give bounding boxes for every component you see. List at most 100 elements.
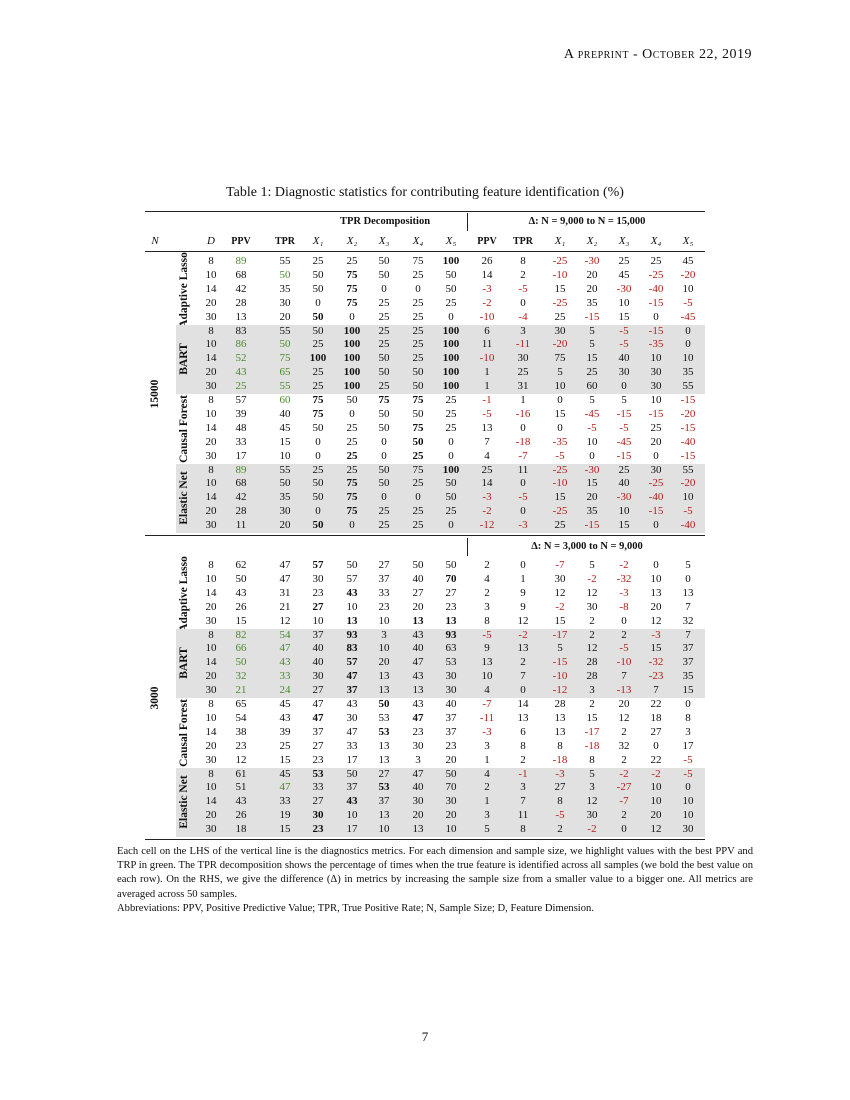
table-cell: -3 (482, 725, 492, 738)
table-cell: -30 (584, 463, 600, 476)
table-cell: 20 (412, 600, 424, 613)
table-cell: 15 (554, 614, 566, 627)
table-cell: 27 (312, 600, 324, 613)
table-cell: 100 (442, 380, 460, 393)
table-cell: -17 (584, 725, 600, 738)
table-cell: 57 (312, 559, 324, 571)
table-cell: -18 (515, 435, 531, 448)
table-cell: 10 (205, 407, 217, 420)
table-cell: 27 (378, 767, 390, 780)
table-cell: 4 (484, 572, 490, 585)
table-cell: -3 (482, 282, 492, 295)
table-cell: 50 (412, 366, 424, 379)
table-caption: Table 1: Diagnostic statistics for contr… (226, 185, 624, 200)
table-cell: 50 (346, 767, 358, 780)
table-cell: 0 (653, 519, 659, 532)
table-cell: 8 (208, 559, 214, 571)
table-cell: 3 (381, 628, 387, 641)
table-cell: 10 (279, 449, 291, 462)
table-cell: 25 (312, 366, 324, 379)
table-cell: -16 (515, 407, 531, 420)
table-cell: -25 (552, 296, 568, 309)
table-cell: 5 (589, 338, 595, 351)
table-cell: 50 (445, 491, 457, 504)
table-cell: 20 (205, 739, 217, 752)
table-cell: 43 (346, 795, 358, 808)
table-cell: 82 (235, 628, 247, 641)
table-cell: 7 (621, 670, 627, 683)
table-cell: 10 (445, 823, 457, 836)
table-cell: 63 (445, 642, 457, 655)
column-header: PPV (477, 236, 497, 247)
table-cell: 40 (412, 781, 424, 794)
table-cell: 8 (520, 255, 526, 267)
table-cell: 65 (235, 698, 247, 710)
table-cell: 20 (205, 366, 217, 379)
column-header: TPR (513, 236, 533, 247)
table-cell: 35 (586, 505, 598, 518)
table-cell: 50 (235, 572, 247, 585)
table-cell: 27 (312, 795, 324, 808)
table-cell: -12 (479, 519, 495, 532)
table-cell: 20 (378, 656, 390, 669)
table-cell: 50 (378, 352, 390, 365)
table-cell: 10 (682, 809, 694, 822)
table-cell: 21 (235, 684, 247, 697)
table-cell: 50 (445, 268, 457, 281)
table-cell: 10 (205, 711, 217, 724)
table-cell: 8 (208, 628, 214, 641)
table-cell: 23 (445, 739, 457, 752)
table-cell: 19 (279, 809, 291, 822)
table-cell: 11 (517, 463, 529, 476)
table-cell: 25 (618, 463, 630, 476)
table-cell: -20 (552, 338, 568, 351)
table-cell: 11 (517, 809, 529, 822)
table-cell: 40 (412, 642, 424, 655)
table-cell: 25 (412, 352, 424, 365)
table-cell: -30 (584, 255, 600, 267)
table-cell: 0 (520, 477, 526, 490)
table-cell: -7 (555, 559, 565, 571)
table-cell: 7 (520, 670, 526, 683)
table-cell: -15 (648, 407, 664, 420)
table-cell: -40 (648, 491, 664, 504)
table-cell: 42 (235, 491, 247, 504)
table-cell: 25 (279, 739, 291, 752)
column-header: X₁ (554, 235, 566, 247)
table-cell: 0 (349, 407, 355, 420)
table-cell: 1 (484, 366, 490, 379)
column-header: X₃ (618, 235, 630, 247)
table-cell: 18 (650, 711, 662, 724)
table-cell: 75 (346, 268, 358, 281)
table-cell: 31 (279, 586, 291, 599)
table-cell: 45 (279, 698, 291, 710)
table-cell: 25 (312, 338, 324, 351)
table-cell: 25 (312, 380, 324, 393)
method-name: Elastic Net (178, 775, 190, 829)
table-cell: 54 (235, 711, 247, 724)
rule (145, 251, 705, 252)
table-cell: -3 (518, 519, 528, 532)
table-cell: -13 (616, 684, 632, 697)
table-cell: 0 (448, 310, 454, 323)
table-cell: -5 (683, 753, 693, 766)
table-cell: 13 (445, 614, 457, 627)
table-cell: 75 (554, 352, 566, 365)
table-cell: 10 (378, 642, 390, 655)
table-cell: 30 (412, 795, 424, 808)
table-cell: 33 (378, 586, 390, 599)
table-cell: 2 (621, 809, 627, 822)
table-cell: 13 (378, 753, 390, 766)
table-cell: 10 (205, 642, 217, 655)
table-cell: 50 (312, 491, 324, 504)
table-cell: -25 (648, 268, 664, 281)
table-cell: 55 (682, 380, 694, 393)
table-cell: -10 (552, 477, 568, 490)
table-cell: 2 (520, 656, 526, 669)
table-cell: 47 (346, 725, 358, 738)
table-cell: -7 (518, 449, 528, 462)
table-cell: -1 (482, 394, 492, 406)
table-cell: -15 (680, 421, 696, 434)
table-cell: 27 (378, 559, 390, 571)
table-cell: 13 (378, 739, 390, 752)
